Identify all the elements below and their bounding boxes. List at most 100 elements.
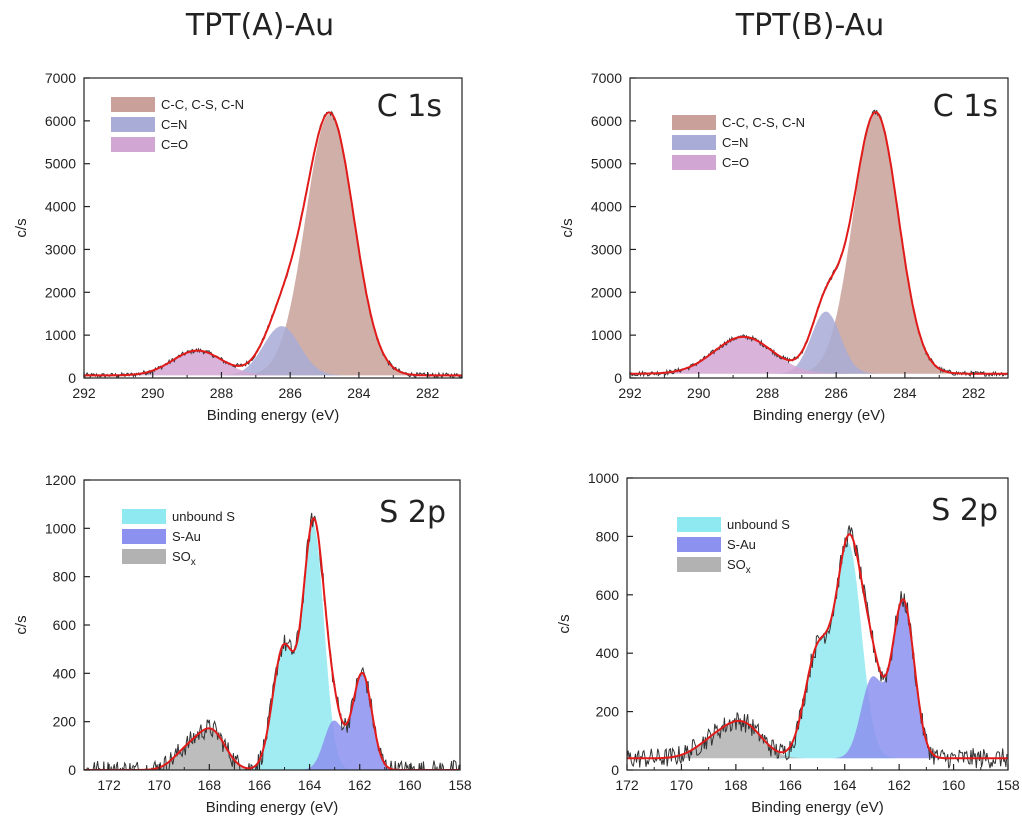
x-tick-label: 286 <box>825 385 849 401</box>
y-tick-label: 0 <box>614 370 622 386</box>
fit-envelope-line <box>84 111 462 377</box>
legend-swatch <box>122 509 166 524</box>
legend-label: SOx <box>172 549 196 568</box>
x-axis-label: Binding energy (eV) <box>753 407 886 424</box>
legend-label: S-Au <box>727 537 756 552</box>
panel-s-2p-3: 172 170 168 166 164 162 160 158 0 200 400 600 800 100… <box>556 470 1020 816</box>
x-tick-label: 168 <box>198 777 222 793</box>
x-tick-label: 288 <box>756 385 780 401</box>
y-tick-label: 800 <box>596 528 620 544</box>
y-tick-label: 800 <box>53 569 77 585</box>
y-tick-label: 1000 <box>45 327 76 343</box>
y-tick-label: 200 <box>596 704 620 720</box>
x-tick-label: 170 <box>670 777 694 793</box>
x-tick-label: 166 <box>248 777 272 793</box>
x-axis-label: Binding energy (eV) <box>206 799 339 816</box>
legend-swatch <box>672 155 716 170</box>
y-tick-label: 600 <box>596 587 620 603</box>
peak-fill-0 <box>627 542 1008 759</box>
panel-c-1s-0: 292 290 288 286 284 282 0 1000 2000 3000 4000 5000 6… <box>13 70 463 424</box>
x-tick-label: 158 <box>448 777 472 793</box>
x-tick-label: 158 <box>996 777 1020 793</box>
x-tick-label: 292 <box>72 385 96 401</box>
column-title-tpt-a: TPT(A)-Au <box>185 8 335 43</box>
x-tick-label: 292 <box>618 385 642 401</box>
y-tick-label: 4000 <box>591 199 622 215</box>
y-tick-label: 6000 <box>591 113 622 129</box>
y-tick-label: 0 <box>68 762 76 778</box>
x-tick-label: 286 <box>279 385 303 401</box>
x-tick-label: 172 <box>97 777 121 793</box>
x-tick-label: 162 <box>348 777 372 793</box>
legend-label: S-Au <box>172 529 201 544</box>
y-tick-label: 7000 <box>591 70 622 86</box>
x-tick-label: 160 <box>398 777 422 793</box>
y-tick-label: 6000 <box>45 113 76 129</box>
y-axis-label: c/s <box>13 615 30 634</box>
peak-fill-0 <box>84 523 460 770</box>
legend-label: C-C, C-S, C-N <box>161 97 244 112</box>
y-axis-label: c/s <box>556 614 573 633</box>
x-tick-label: 290 <box>687 385 711 401</box>
x-tick-label: 290 <box>141 385 165 401</box>
legend-swatch <box>111 97 155 112</box>
x-tick-label: 168 <box>724 777 748 793</box>
x-tick-label: 288 <box>210 385 234 401</box>
y-tick-label: 3000 <box>591 241 622 257</box>
y-axis-label: c/s <box>13 218 30 237</box>
y-tick-label: 4000 <box>45 199 76 215</box>
x-axis-label: Binding energy (eV) <box>751 799 884 816</box>
x-tick-label: 170 <box>148 777 172 793</box>
legend-label: C=N <box>161 117 187 132</box>
peak-fill-2 <box>84 728 460 770</box>
legend-label: unbound S <box>172 509 235 524</box>
peak-fill-1 <box>84 672 460 770</box>
x-tick-label: 164 <box>833 777 857 793</box>
legend-label: C=O <box>161 137 188 152</box>
panel-label: C 1s <box>377 89 442 124</box>
y-tick-label: 5000 <box>591 156 622 172</box>
legend-label: C-C, C-S, C-N <box>722 115 805 130</box>
x-tick-label: 284 <box>347 385 371 401</box>
plot-area <box>630 109 1008 378</box>
legend-swatch <box>111 137 155 152</box>
axes-frame <box>83 77 463 379</box>
fit-envelope-line <box>630 111 1008 375</box>
panel-label: S 2p <box>931 493 998 528</box>
x-tick-label: 282 <box>962 385 986 401</box>
plot-area <box>627 525 1008 769</box>
y-tick-label: 400 <box>596 645 620 661</box>
peak-fill-1 <box>84 326 462 376</box>
x-tick-label: 164 <box>298 777 322 793</box>
plot-area <box>84 110 462 378</box>
column-title-tpt-b: TPT(B)-Au <box>735 8 885 43</box>
panel-c-1s-1: 292 290 288 286 284 282 0 1000 2000 3000 4000 5000 6… <box>559 70 1009 424</box>
y-tick-label: 2000 <box>591 284 622 300</box>
legend-swatch <box>677 557 721 572</box>
panel-label: S 2p <box>379 495 446 530</box>
legend-swatch <box>122 529 166 544</box>
fit-envelope-line <box>627 533 1008 760</box>
y-tick-label: 7000 <box>45 70 76 86</box>
peak-fill-2 <box>630 336 1008 374</box>
y-tick-label: 5000 <box>45 156 76 172</box>
x-tick-label: 284 <box>893 385 917 401</box>
y-tick-label: 400 <box>53 665 77 681</box>
legend-swatch <box>111 117 155 132</box>
panel-s-2p-2: 172 170 168 166 164 162 160 158 0 200 400 600 800 100… <box>13 472 472 816</box>
peak-fill-0 <box>84 114 462 376</box>
legend-swatch <box>122 549 166 564</box>
y-axis-label: c/s <box>559 218 576 237</box>
legend-swatch <box>672 135 716 150</box>
peak-fill-1 <box>627 599 1008 759</box>
y-tick-label: 1000 <box>588 470 619 486</box>
panel-label: C 1s <box>933 89 998 124</box>
legend-swatch <box>677 517 721 532</box>
x-tick-label: 172 <box>615 777 639 793</box>
legend-label: SOx <box>727 557 751 576</box>
y-tick-label: 0 <box>611 762 619 778</box>
peak-fill-1 <box>630 311 1008 374</box>
y-tick-label: 600 <box>53 617 77 633</box>
y-tick-label: 200 <box>53 714 77 730</box>
